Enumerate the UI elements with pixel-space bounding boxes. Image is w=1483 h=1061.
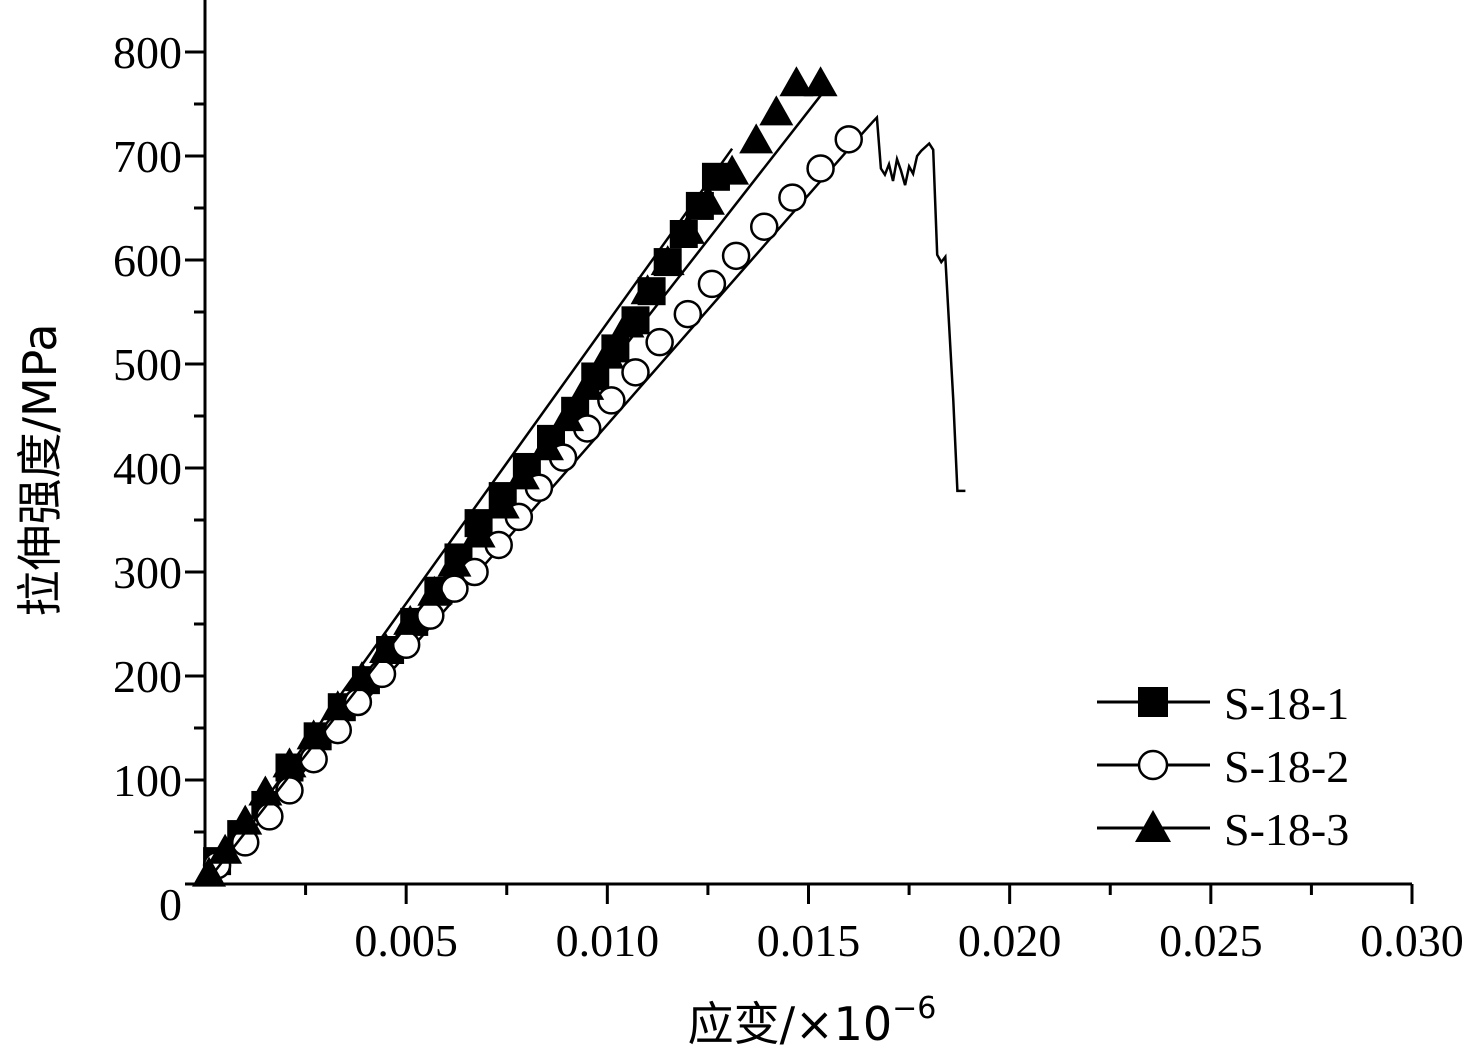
y-tick-label: 600 <box>113 235 182 286</box>
marker-circle <box>749 212 779 241</box>
legend-label: S-18-1 <box>1224 678 1349 729</box>
marker-triangle <box>1135 810 1171 842</box>
marker-triangle <box>208 833 243 864</box>
marker-triangle <box>461 517 496 548</box>
marker-circle <box>323 715 353 745</box>
marker-triangle <box>630 274 665 305</box>
x-axis-title-exponent: −6 <box>892 991 936 1026</box>
marker-triangle <box>550 401 585 432</box>
x-axis-title-main: 应变/×10 <box>688 997 893 1051</box>
marker-circle <box>621 358 650 387</box>
marker-triangle <box>417 575 452 606</box>
marker-circle <box>275 776 304 805</box>
x-axis-title: 应变/×10−6 <box>688 991 937 1051</box>
x-tick-label: 0.025 <box>1159 915 1263 966</box>
legend-item-S-18-3: S-18-3 <box>1097 804 1349 855</box>
series-layer <box>192 66 966 887</box>
marker-circle <box>597 386 626 415</box>
marker-circle <box>1137 749 1169 781</box>
marker-triangle <box>248 775 283 806</box>
marker-triangle <box>228 804 263 835</box>
y-tick-label: 400 <box>113 443 182 494</box>
x-tick-label: 0.030 <box>1360 915 1464 966</box>
marker-triangle <box>650 245 685 276</box>
marker-triangle <box>344 661 379 692</box>
marker-triangle <box>437 546 472 577</box>
marker-triangle <box>570 369 605 400</box>
axes: 0 100 200 300 400 500 600 700 800 0.005 0.010 0.015… <box>113 0 1464 966</box>
marker-circle <box>645 327 674 357</box>
marker-circle <box>255 802 284 831</box>
legend: S-18-1 S-18-2 S-18-3 <box>1097 678 1349 855</box>
marker-triangle <box>369 633 404 663</box>
marker-triangle <box>485 488 520 519</box>
marker-triangle <box>505 459 540 490</box>
legend-label: S-18-2 <box>1224 741 1349 792</box>
marker-circle <box>697 269 727 299</box>
series-line <box>204 114 966 885</box>
marker-triangle <box>739 123 774 154</box>
marker-triangle <box>690 184 725 215</box>
y-tick-label: 700 <box>113 131 182 182</box>
x-tick-label: 0.020 <box>958 915 1062 966</box>
marker-circle <box>721 241 751 271</box>
marker-triangle <box>192 856 227 887</box>
legend-item-S-18-2: S-18-2 <box>1097 741 1349 792</box>
y-tick-label: 100 <box>113 755 182 806</box>
series-S-18-2 <box>202 114 966 885</box>
marker-triangle <box>529 430 564 461</box>
marker-triangle <box>590 338 625 369</box>
marker-circle <box>806 154 835 183</box>
legend-item-S-18-1: S-18-1 <box>1097 678 1349 729</box>
marker-triangle <box>296 719 331 750</box>
marker-triangle <box>779 66 814 97</box>
marker-triangle <box>670 213 705 244</box>
y-tick-label: 300 <box>113 547 182 598</box>
series-S-18-3 <box>192 66 838 887</box>
y-tick-label: 0 <box>159 879 182 930</box>
marker-triangle <box>272 747 307 778</box>
marker-triangle <box>759 95 794 126</box>
legend-label: S-18-3 <box>1224 804 1349 855</box>
marker-triangle <box>393 604 428 635</box>
marker-triangle <box>320 690 355 721</box>
y-axis-title: 拉伸强度/MPa <box>13 323 67 616</box>
y-tick-label: 200 <box>113 651 182 702</box>
marker-circle <box>778 183 807 212</box>
y-tick-label: 800 <box>113 27 182 78</box>
marker-circle <box>299 744 328 774</box>
marker-circle <box>673 299 703 329</box>
marker-triangle <box>803 66 838 97</box>
y-tick-label: 500 <box>113 339 182 390</box>
marker-circle <box>834 125 863 154</box>
x-tick-label: 0.010 <box>556 915 660 966</box>
marker-triangle <box>715 154 750 185</box>
marker-triangle <box>610 307 645 338</box>
marker-square <box>1138 687 1168 717</box>
x-tick-label: 0.005 <box>354 915 458 966</box>
x-tick-label: 0.015 <box>757 915 861 966</box>
